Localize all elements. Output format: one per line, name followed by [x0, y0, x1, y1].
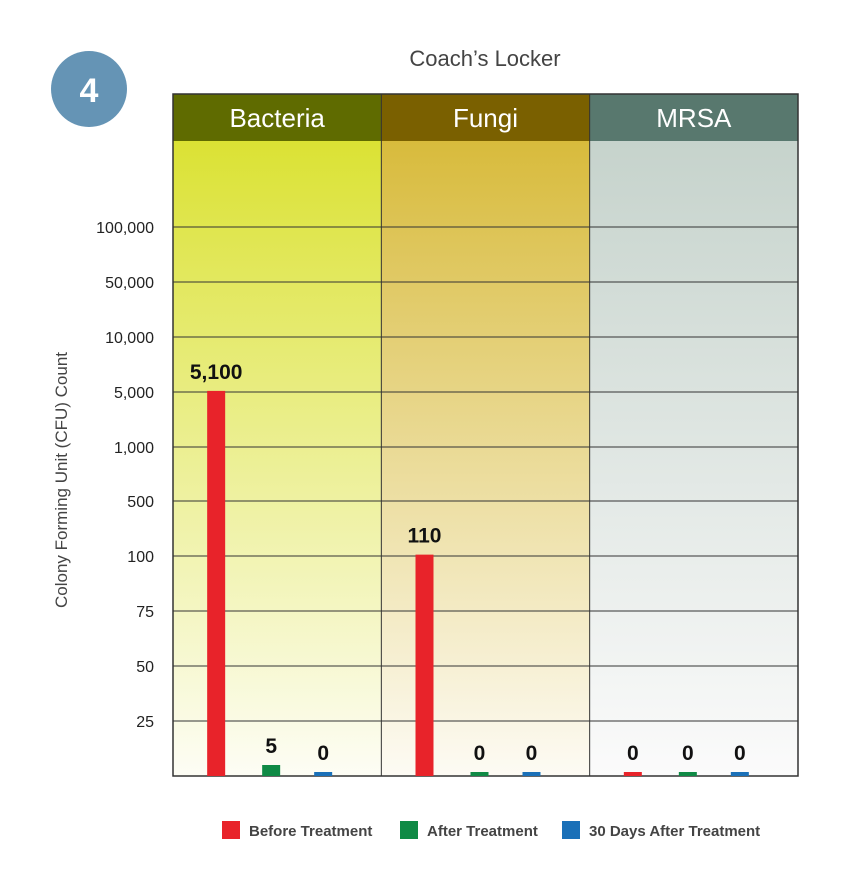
panel-mrsa [589, 141, 798, 776]
y-tick-label: 25 [136, 714, 154, 731]
y-tick-label: 1,000 [114, 440, 154, 457]
badge-number: 4 [80, 72, 99, 110]
data-label: 0 [474, 742, 486, 765]
legend-label: Before Treatment [249, 823, 372, 840]
data-label: 110 [408, 525, 442, 548]
data-label: 0 [627, 742, 639, 765]
bar-mrsa-3 [730, 772, 749, 776]
y-tick-label: 50 [136, 659, 154, 676]
legend-swatch [222, 821, 240, 839]
legend-swatch [400, 821, 418, 839]
y-tick-label: 5,000 [114, 385, 154, 402]
panel-title-bacteria: Bacteria [229, 103, 325, 133]
bar-mrsa-2 [678, 772, 697, 776]
y-tick-label: 75 [136, 604, 154, 621]
bar-mrsa-1 [623, 772, 642, 776]
data-label: 0 [734, 742, 746, 765]
data-label: 5,100 [190, 361, 243, 384]
y-tick-label: 100,000 [96, 220, 154, 237]
legend-label: 30 Days After Treatment [589, 823, 760, 840]
panel-bacteria [173, 141, 382, 776]
y-tick-label: 50,000 [105, 275, 154, 292]
panel-header-bacteria [173, 94, 382, 141]
bar-fungi-2 [470, 772, 489, 776]
panel-header-mrsa [589, 94, 798, 141]
legend-label: After Treatment [427, 823, 538, 840]
bar-fungi-1 [415, 554, 434, 776]
data-label: 0 [682, 742, 694, 765]
data-label: 0 [526, 742, 538, 765]
data-label: 5 [265, 735, 277, 758]
panel-fungi [381, 141, 590, 776]
y-tick-label: 10,000 [105, 330, 154, 347]
bar-bacteria-1 [207, 390, 226, 776]
y-tick-label: 500 [127, 494, 154, 511]
bar-bacteria-3 [314, 772, 333, 776]
panel-title-fungi: Fungi [453, 103, 518, 133]
bar-fungi-3 [522, 772, 541, 776]
panel-header-fungi [381, 94, 590, 141]
y-axis-label: Colony Forming Unit (CFU) Count [52, 352, 71, 608]
badge-circle [51, 51, 127, 127]
bar-bacteria-2 [262, 765, 281, 776]
legend-swatch [562, 821, 580, 839]
chart-title: Coach’s Locker [409, 46, 560, 71]
data-label: 0 [317, 742, 329, 765]
panel-title-mrsa: MRSA [656, 103, 732, 133]
y-tick-label: 100 [127, 549, 154, 566]
